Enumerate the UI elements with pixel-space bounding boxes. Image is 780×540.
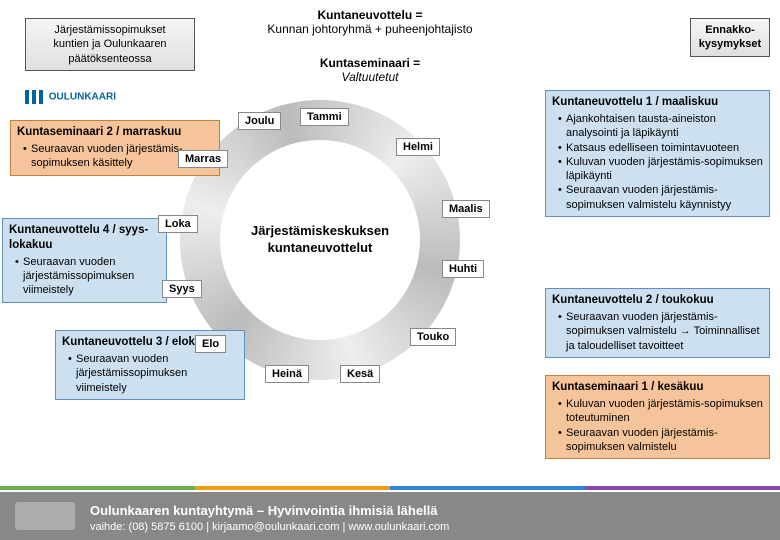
footer-stripe <box>0 486 780 490</box>
footer-l1: Oulunkaaren kuntayhtymä – Hyvinvointia i… <box>90 503 438 518</box>
month-helmi: Helmi <box>396 138 440 156</box>
footer-text: Oulunkaaren kuntayhtymä – Hyvinvointia i… <box>90 503 449 534</box>
box-ks1: Kuntaseminaari 1 / kesäkuu Kuluvan vuode… <box>545 375 770 459</box>
box-kn3-i1: Seuraavan vuoden järjestämissopimuksen v… <box>68 352 238 395</box>
month-heina: Heinä <box>265 365 309 383</box>
logo-oulunkaari: OULUNKAARI <box>25 90 116 104</box>
box-ks1-title: Kuntaseminaari 1 / kesäkuu <box>552 380 763 395</box>
box-topleft: Järjestämissopimukset kuntien ja Oulunka… <box>25 18 195 71</box>
box-kn2: Kuntaneuvottelu 2 / toukokuu Seuraavan v… <box>545 288 770 358</box>
footer: Oulunkaaren kuntayhtymä – Hyvinvointia i… <box>0 492 780 540</box>
title-sub-2: Valtuutetut <box>342 70 399 84</box>
box-kn2-i1: Seuraavan vuoden järjestämis-sopimuksen … <box>558 310 763 353</box>
month-huhti: Huhti <box>442 260 484 278</box>
box-kn1: Kuntaneuvottelu 1 / maaliskuu Ajankohtai… <box>545 90 770 217</box>
month-kesa: Kesä <box>340 365 380 383</box>
box-kn1-i1: Ajankohtaisen tausta-aineiston analysoin… <box>558 112 763 141</box>
box-kn4: Kuntaneuvottelu 4 / syys-lokakuu Seuraav… <box>2 218 167 303</box>
month-joulu: Joulu <box>238 112 281 130</box>
box-topright-l2: kysymykset <box>699 38 761 50</box>
title-sub: Kuntaseminaari = Valtuutetut <box>290 56 450 84</box>
title-main-1: Kuntaneuvottelu = <box>317 8 422 22</box>
center-l2: kuntaneuvottelut <box>268 240 373 255</box>
title-sub-1: Kuntaseminaari = <box>320 56 420 70</box>
title-main: Kuntaneuvottelu = Kunnan johtoryhmä + pu… <box>240 8 500 36</box>
month-maalis: Maalis <box>442 200 490 218</box>
box-topright-l1: Ennakko- <box>705 24 755 36</box>
box-topleft-l2: kuntien ja Oulunkaaren <box>53 38 166 50</box>
box-topright: Ennakko- kysymykset <box>690 18 770 57</box>
center-l1: Järjestämiskeskuksen <box>251 223 389 238</box>
month-marras: Marras <box>178 150 228 168</box>
month-loka: Loka <box>158 215 198 233</box>
box-topleft-l1: Järjestämissopimukset <box>54 24 165 36</box>
month-elo: Elo <box>195 335 226 353</box>
box-kn1-i3: Kuluvan vuoden järjestämis-sopimuksen lä… <box>558 155 763 184</box>
month-syys: Syys <box>162 280 202 298</box>
logo-text: OULUNKAARI <box>49 92 116 103</box>
box-ks1-i1: Kuluvan vuoden järjestämis-sopimuksen to… <box>558 397 763 426</box>
box-kn1-title: Kuntaneuvottelu 1 / maaliskuu <box>552 95 763 110</box>
month-tammi: Tammi <box>300 108 349 126</box>
box-kn1-i2: Katsaus edelliseen toimintavuoteen <box>558 141 763 155</box>
center-label: Järjestämiskeskuksen kuntaneuvottelut <box>251 223 389 257</box>
box-kn1-i4: Seuraavan vuoden järjestämis-sopimuksen … <box>558 183 763 212</box>
title-main-2: Kunnan johtoryhmä + puheenjohtajisto <box>267 22 472 36</box>
footer-l2: vaihde: (08) 5875 6100 | kirjaamo@oulunk… <box>90 521 449 533</box>
box-kn2-title: Kuntaneuvottelu 2 / toukokuu <box>552 293 763 308</box>
box-kn4-i1: Seuraavan vuoden järjestämissopimuksen v… <box>15 255 160 298</box>
month-touko: Touko <box>410 328 456 346</box>
box-ks2-title: Kuntaseminaari 2 / marraskuu <box>17 125 213 140</box>
footer-logo <box>15 502 75 530</box>
box-ks1-i2: Seuraavan vuoden järjestämis-sopimuksen … <box>558 426 763 455</box>
box-topleft-l3: päätöksenteossa <box>68 53 151 65</box>
box-kn4-title: Kuntaneuvottelu 4 / syys-lokakuu <box>9 223 160 253</box>
